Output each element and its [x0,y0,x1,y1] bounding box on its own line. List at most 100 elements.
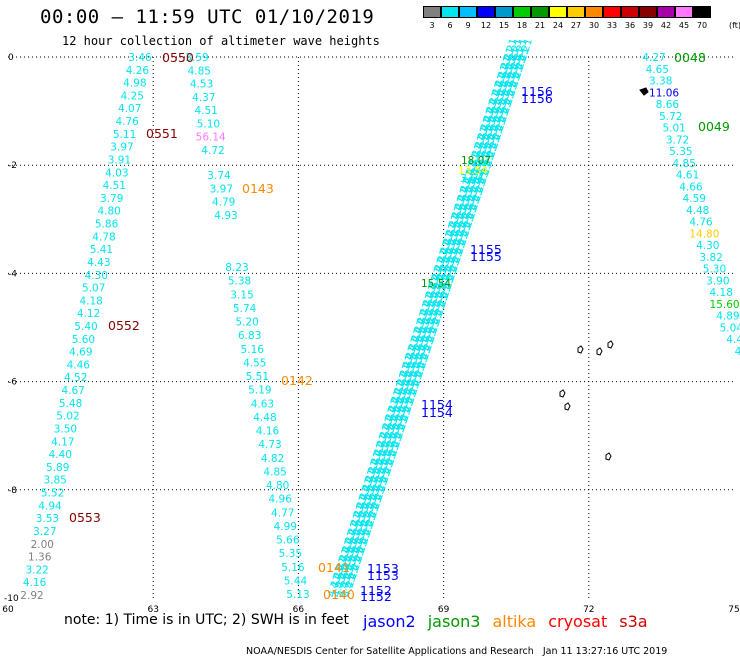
scale-color-box [531,6,549,18]
scale-unit: (ft) [729,21,740,30]
scale-label: 36 [624,21,636,30]
scale-swatch: 15 [495,6,513,30]
legend-cryosat: cryosat [548,612,608,631]
wave-height-value: 3.22 [25,564,48,576]
wave-height-value: 4.18 [79,295,102,307]
island-outline [577,345,584,354]
scale-swatch: 42 [657,6,675,30]
scale-swatch: 39 [639,6,657,30]
wave-height-value: 4.85 [673,158,696,170]
scale-color-box [495,6,513,18]
y-tick-label: -6 [8,378,17,388]
wave-height-value: 4.48 [686,205,709,217]
wave-height-value: 4.65 [646,64,669,76]
pass-time-tag: 1153 [367,561,399,576]
legend-altika: altika [492,612,537,631]
scale-label: 39 [642,21,654,30]
wave-height-value: 5.20 [235,317,258,329]
wave-height-value: 4.98 [123,78,146,90]
wave-height-value: 3.38 [649,76,672,88]
x-tick-label: 75 [728,605,739,615]
wave-height-value: 4.26 [126,65,150,77]
generated-timestamp: Jan 11 13:27:16 UTC 2019 [542,646,668,657]
footer-credit: NOAA/NESDIS Center for Satellite Applica… [240,635,667,657]
pass-time-tag: 1152 [360,589,392,604]
scale-label: 27 [570,21,582,30]
x-tick-label: 66 [293,605,305,615]
credit-text: NOAA/NESDIS Center for Satellite Applica… [246,646,534,657]
footer-note: note: 1) Time is in UTC; 2) SWH is in fe… [64,612,648,631]
pass-time-tag: 1156 [521,91,553,106]
scale-label: 24 [552,21,564,30]
scale-label: 21 [534,21,546,30]
wave-height-value: 3.74 [207,170,231,182]
wave-height-value: 5.74 [233,303,257,315]
scale-color-box [441,6,459,18]
pass-time-tag: 0143 [242,181,274,196]
wave-height-value: 4.63 [251,398,274,410]
scale-label: 3 [429,21,435,30]
wave-height-value: 3.46 [128,52,152,64]
wave-height-value: 5.86 [95,219,119,231]
scale-swatch: 45 [675,6,693,30]
pass-time-tag: 1156 [521,84,553,99]
wave-height-value: 3.79 [100,193,123,205]
scale-color-box [585,6,603,18]
wave-height-value: 4.18 [710,287,733,299]
pass-time-tag: 0048 [674,50,706,65]
scale-label: 18 [516,21,528,30]
scale-swatch: 30 [585,6,603,30]
wave-height-value: 4.77 [271,507,294,519]
scale-swatch: 21 [531,6,549,30]
wave-height-value: 18.07 [461,155,491,167]
scale-swatch: 12 [477,6,495,30]
wave-height-value: 3.82 [699,252,722,264]
wave-height-value: 4.67 [61,385,84,397]
wave-height-value: 4.4 [726,334,740,346]
wave-height-value: 4.07 [118,103,141,115]
pass-time-tag: 1155 [470,249,502,264]
wave-height-value: 4.16 [23,577,47,589]
color-scale: 3 6 9 12 15 18 21 24 27 30 33 36 39 42 45 70 [423,6,711,30]
wave-height-value: 6.83 [238,330,261,342]
scale-color-box [639,6,657,18]
pass-time-tag: 0552 [108,318,140,333]
wave-height-value: 4.78 [92,231,115,243]
wave-height-value: 4.12 [77,308,100,320]
wave-height-value: 3.27 [33,526,56,538]
scale-label: 6 [447,21,453,30]
wave-height-value: 4.40 [49,449,72,461]
x-tick-label: 72 [583,605,594,615]
scale-label: 42 [660,21,672,30]
wave-height-value: 4.96 [269,494,293,506]
wave-height-value: 2.00 [31,539,54,551]
pass-time-tag: 1154 [421,397,453,412]
wave-height-value: 5.16 [281,562,305,574]
wave-height-value: 4.76 [115,116,139,128]
island-outline [639,87,649,96]
wave-height-value: 4.59 [683,193,706,205]
scale-swatch: 18 [513,6,531,30]
wave-height-value: 14.80 [689,228,719,240]
scale-color-box [693,6,711,18]
wave-height-value: 4.69 [69,347,92,359]
wave-height-value: 5.52 [41,488,64,500]
wave-height-value: 4.27 [642,52,665,64]
wave-height-value: 5.48 [59,398,82,410]
wave-height-value: 4.30 [85,270,108,282]
wave-height-value: 3.50 [54,423,77,435]
scale-color-box [459,6,477,18]
wave-height-value: 5.02 [56,411,79,423]
wave-height-value: 3.90 [706,275,729,287]
wave-height-value: 4.85 [188,65,211,77]
scale-label: 70 [696,21,708,30]
x-tick-label: 69 [438,605,450,615]
wave-height-value: 4.85 [263,466,286,478]
wave-height-value: 5.35 [279,548,302,560]
x-tick-label: 60 [2,605,14,615]
wave-height-value: 4.80 [97,206,120,218]
wave-height-value: 4.94 [38,500,62,512]
island-outline [605,452,612,461]
wave-height-value: 4 [735,346,740,358]
